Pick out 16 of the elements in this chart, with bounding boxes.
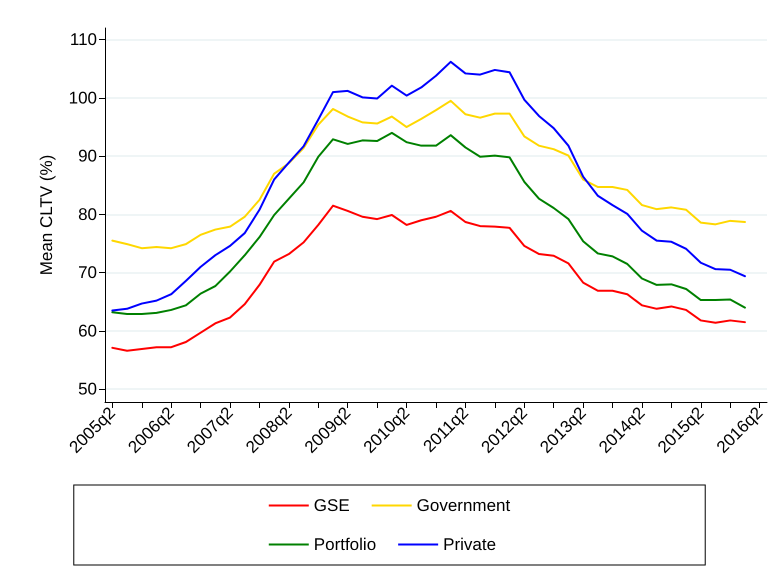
y-tick-label: 50 (78, 380, 97, 399)
line-series (111, 100, 746, 250)
line-series (111, 204, 746, 352)
y-tick-label: 110 (70, 30, 97, 50)
legend-label: Portfolio (314, 535, 376, 554)
legend-label: Government (416, 496, 510, 515)
line-series (111, 132, 746, 316)
y-tick-label: 100 (68, 88, 97, 108)
y-tick-label: 80 (78, 204, 97, 224)
legend-label: GSE (314, 496, 350, 515)
y-tick-label: 60 (78, 321, 97, 340)
y-axis-title: Mean CLTV (%) (37, 154, 56, 276)
y-tick-label: 70 (78, 263, 97, 282)
line-series (111, 60, 746, 312)
y-tick-label: 90 (78, 146, 97, 166)
legend-label: Private (443, 535, 496, 554)
